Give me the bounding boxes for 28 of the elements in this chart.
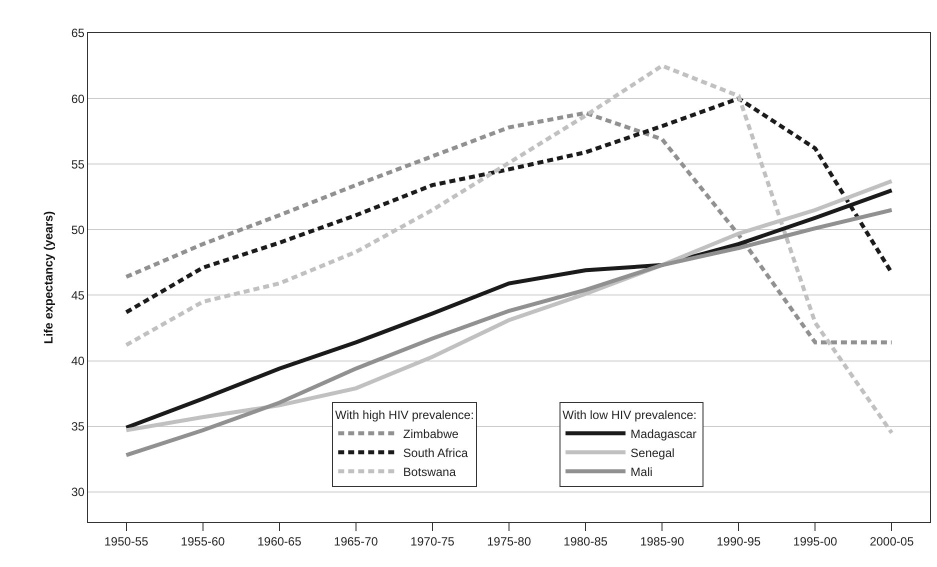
x-tick-label: 1950-55 (104, 534, 149, 548)
y-tick-label: 35 (71, 420, 85, 434)
text: With high HIV prevalence: (335, 408, 474, 422)
x-tick-label: 2000-05 (870, 534, 914, 548)
x-tick-label: 1980-85 (564, 534, 608, 548)
x-tick-label: 1970-75 (410, 534, 455, 548)
legend-label: Botswana (403, 464, 456, 479)
y-tick-label: 60 (71, 92, 85, 106)
y-axis-title: Life expectancy (years) (42, 211, 56, 344)
text: With low HIV prevalence: (562, 408, 697, 422)
x-tick-label: 1990-95 (716, 534, 761, 548)
y-tick-label: 65 (71, 26, 85, 40)
x-tick-label: 1975-80 (486, 534, 532, 548)
legend-label: Mali (630, 464, 653, 479)
y-tick-label: 30 (71, 485, 85, 500)
x-tick-label: 1995-00 (793, 534, 838, 548)
y-tick-label: 50 (71, 222, 85, 237)
legend-label: Senegal (630, 446, 675, 460)
y-tick-label: 45 (71, 288, 85, 302)
x-tick-label: 1955-60 (180, 534, 226, 548)
y-tick-label: 55 (71, 157, 85, 172)
x-tick-label: 1965-70 (334, 534, 378, 548)
y-tick-label: 40 (71, 354, 85, 368)
legend-label: Zimbabwe (403, 426, 459, 441)
x-tick-label: 1960-65 (257, 534, 302, 548)
legend-label: Madagascar (630, 426, 697, 441)
x-tick-label: 1985-90 (640, 534, 684, 548)
legend-label: South Africa (403, 446, 468, 460)
